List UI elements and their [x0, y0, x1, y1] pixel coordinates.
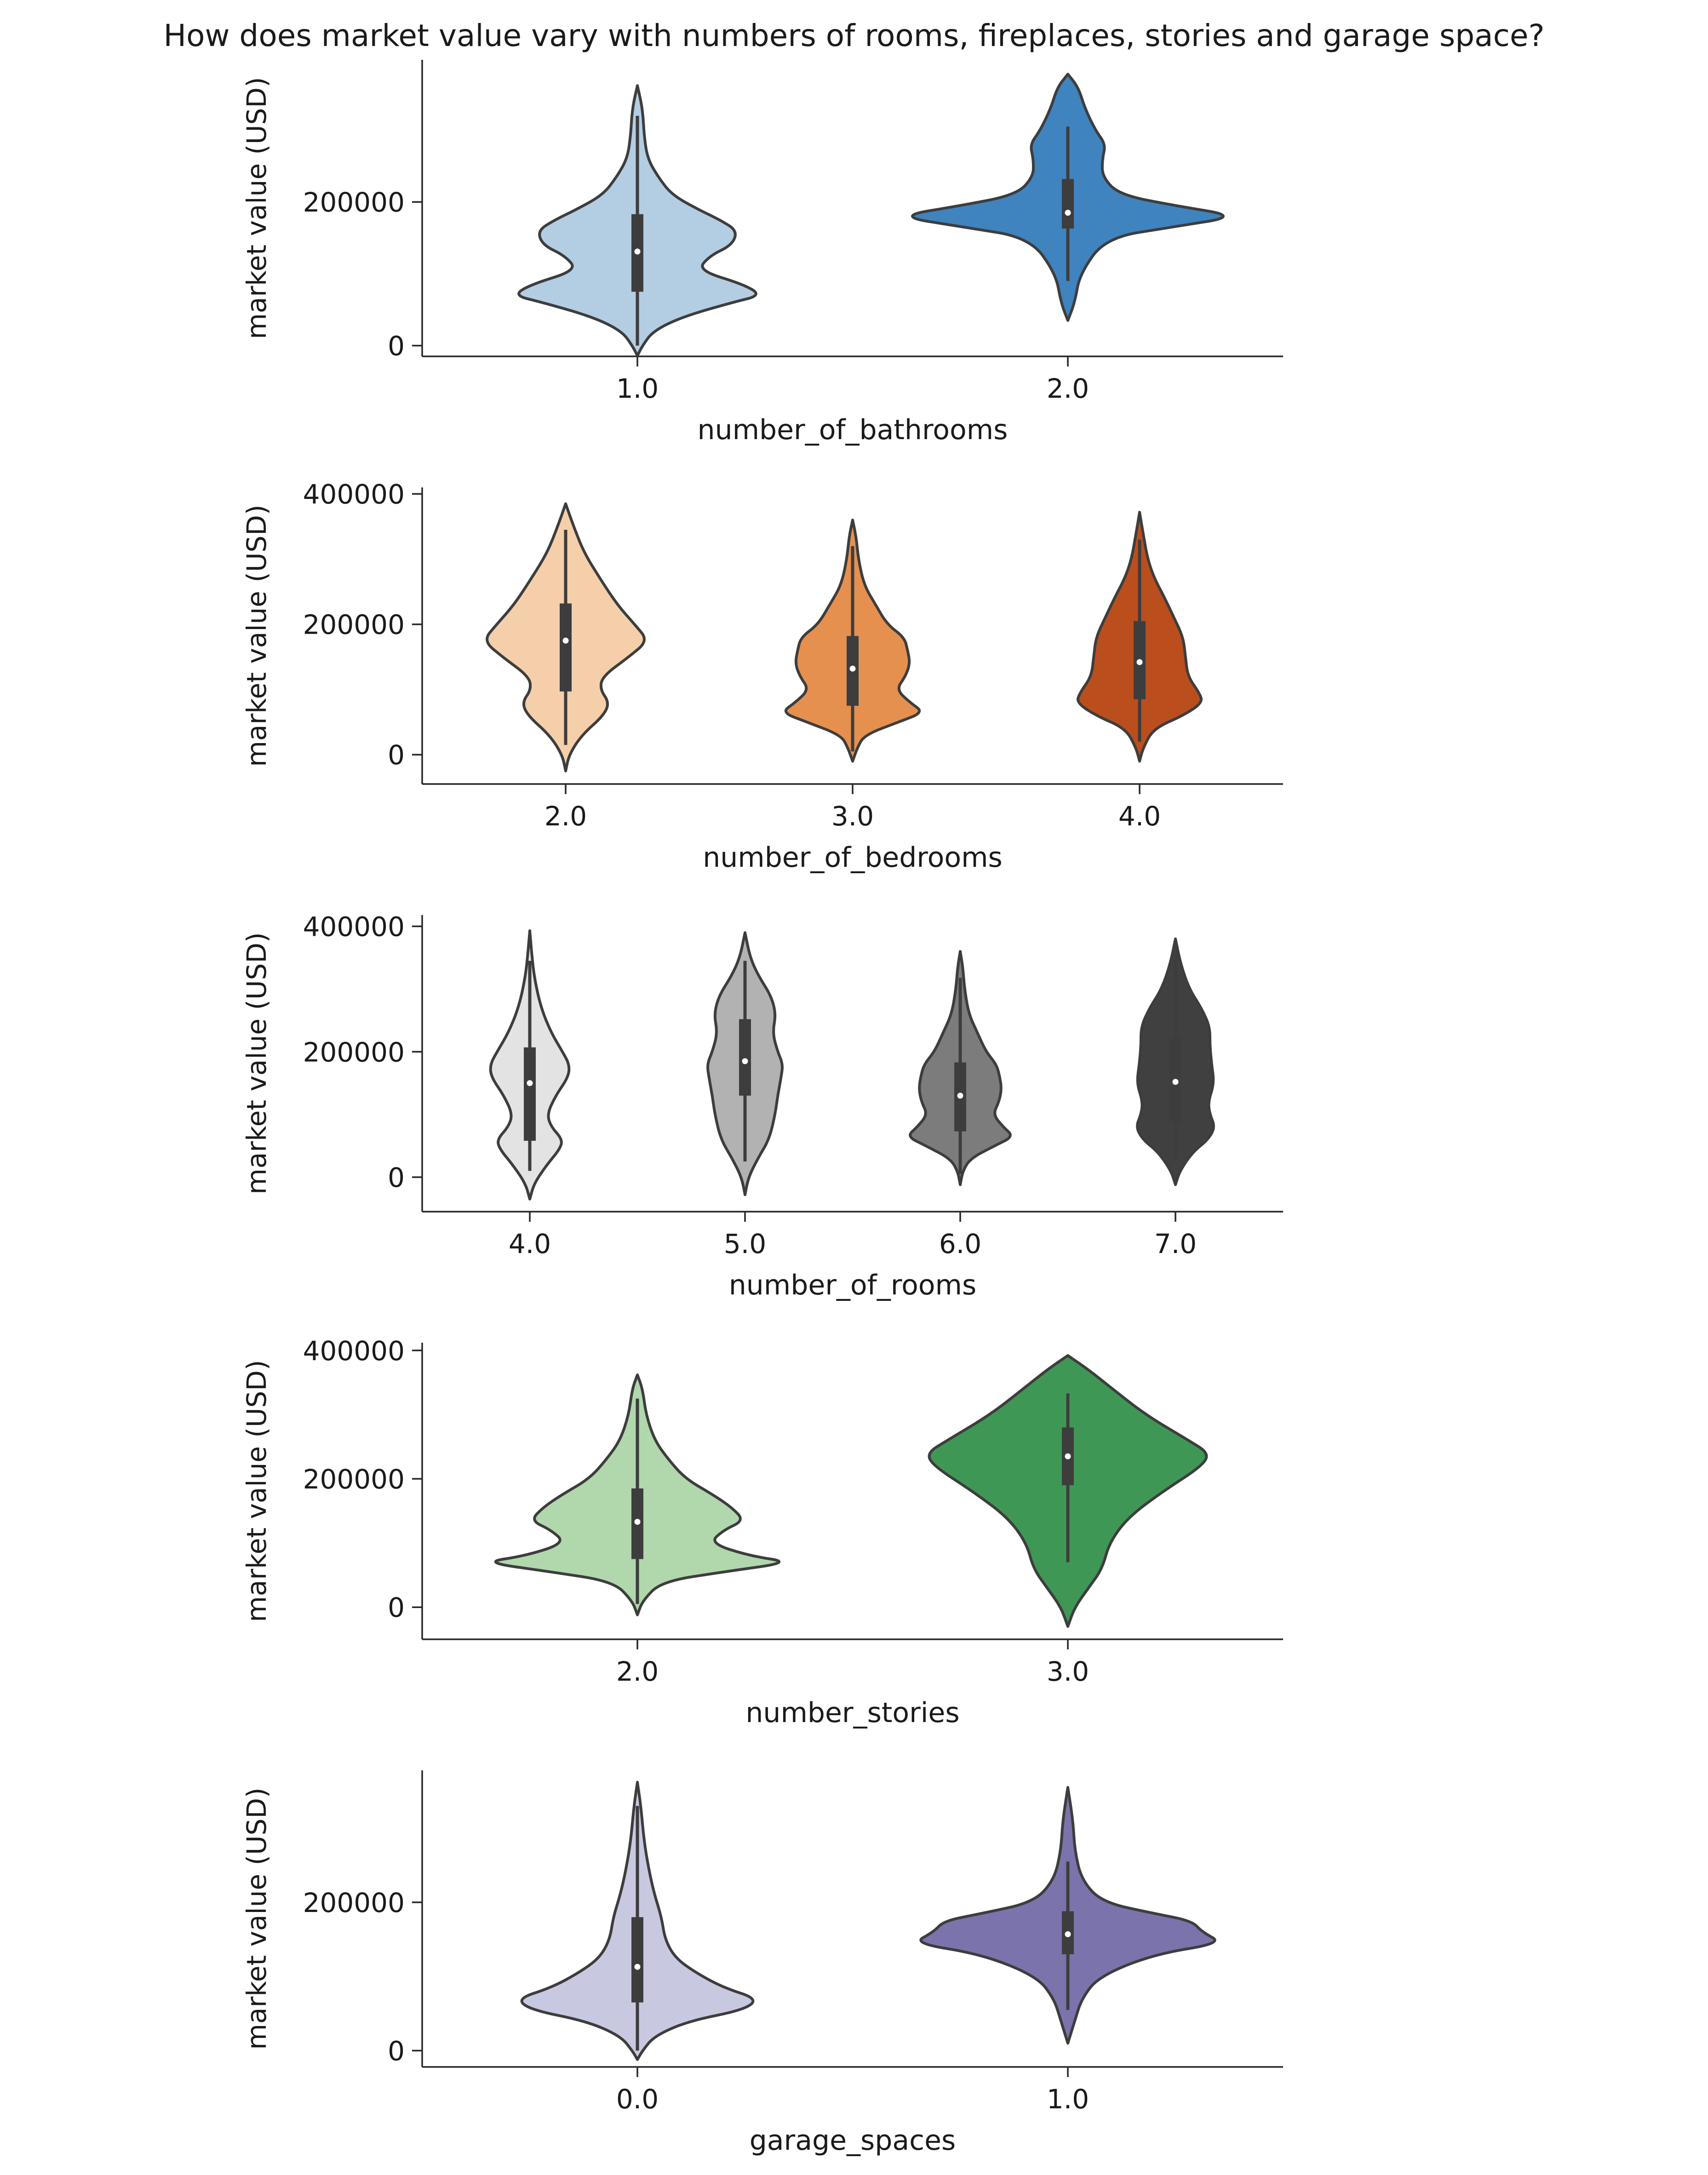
violin-0.0: [520, 1780, 755, 2061]
x-tick-label: 2.0: [1047, 373, 1089, 404]
figure-title: How does market value vary with numbers …: [163, 18, 1544, 53]
y-tick-label: 200000: [303, 187, 405, 218]
violin-median-marker: [742, 1058, 748, 1065]
x-axis-label: number_stories: [745, 1697, 959, 1729]
violin-median-marker: [1065, 1931, 1071, 1937]
violin-median-marker: [634, 1519, 641, 1525]
violin-median-marker: [634, 248, 641, 255]
violin-median-marker: [957, 1093, 963, 1099]
x-tick-label: 1.0: [616, 373, 659, 404]
violin-median-marker: [1172, 1079, 1179, 1085]
x-tick-label: 4.0: [1118, 801, 1161, 832]
y-axis-label: market value (USD): [241, 77, 272, 339]
violin-4.0: [1076, 510, 1203, 763]
violin-2.0: [486, 502, 646, 773]
x-axis-label: number_of_bathrooms: [698, 414, 1008, 446]
violin-7.0: [1136, 937, 1215, 1186]
y-axis-label: market value (USD): [241, 932, 272, 1194]
x-tick-label: 2.0: [544, 801, 587, 832]
y-tick-label: 0: [388, 739, 405, 771]
y-tick-label: 0: [388, 2036, 405, 2067]
violin-2.0: [911, 73, 1225, 322]
violin-2.0: [494, 1373, 781, 1616]
violin-median-marker: [849, 665, 856, 672]
x-tick-label: 2.0: [616, 1656, 659, 1687]
y-tick-label: 400000: [303, 1335, 405, 1367]
violin-panel-2: 0 200000 400000 market value (USD) 2.0 3.0 4.0…: [241, 479, 1283, 874]
y-axis-label: market value (USD): [241, 1787, 272, 2049]
x-axis-label: number_of_bedrooms: [703, 841, 1003, 874]
x-axis-label: garage_spaces: [750, 2124, 956, 2157]
y-tick-label: 200000: [303, 1036, 405, 1068]
x-axis-label: number_of_rooms: [729, 1269, 976, 1301]
violin-median-marker: [1065, 210, 1071, 216]
x-tick-label: 7.0: [1154, 1228, 1197, 1259]
violin-3.0: [784, 518, 921, 763]
violin-1.0: [517, 84, 757, 357]
y-axis-label: market value (USD): [241, 1360, 272, 1622]
x-tick-label: 3.0: [831, 801, 874, 832]
x-tick-label: 0.0: [616, 2083, 659, 2115]
x-tick-label: 1.0: [1047, 2083, 1089, 2115]
x-tick-label: 5.0: [724, 1228, 766, 1259]
x-tick-label: 3.0: [1047, 1656, 1089, 1687]
y-tick-label: 200000: [303, 1887, 405, 1918]
violin-4.0: [489, 929, 571, 1201]
violin-iqr-box: [1062, 179, 1074, 229]
violin-iqr-box: [524, 1047, 536, 1141]
violin-iqr-box: [560, 603, 572, 692]
violin-5.0: [706, 931, 784, 1196]
violin-panel-4: 0 200000 400000 market value (USD) 2.0 3.0 num…: [241, 1335, 1283, 1729]
y-tick-label: 400000: [303, 911, 405, 943]
violin-median-marker: [1136, 659, 1143, 665]
violin-panel-1: 0 200000 market value (USD) 1.0 2.0 number_of…: [241, 60, 1283, 446]
violin-iqr-box: [739, 1019, 751, 1096]
y-axis-label: market value (USD): [241, 504, 272, 767]
violin-median-marker: [562, 637, 569, 644]
y-tick-label: 200000: [303, 1464, 405, 1495]
violin-iqr-box: [631, 1917, 643, 2003]
y-tick-label: 0: [388, 1162, 405, 1193]
violin-panels: 0 200000 market value (USD) 1.0 2.0 number_of…: [241, 60, 1283, 2157]
y-tick-label: 200000: [303, 609, 405, 641]
x-tick-label: 4.0: [509, 1228, 551, 1259]
violin-median-marker: [634, 1963, 641, 1970]
violin-6.0: [909, 950, 1012, 1186]
violin-3.0: [928, 1354, 1208, 1628]
y-tick-label: 0: [388, 1592, 405, 1623]
violin-median-marker: [1065, 1453, 1071, 1460]
violin-1.0: [919, 1786, 1216, 2045]
y-tick-label: 0: [388, 331, 405, 362]
y-tick-label: 400000: [303, 479, 405, 510]
violin-median-marker: [527, 1080, 533, 1086]
violin-panel-3: 0 200000 400000 market value (USD) 4.0 5.0 6.0…: [241, 911, 1283, 1301]
violin-panel-5: 0 200000 market value (USD) 0.0 1.0 garage_sp…: [241, 1770, 1283, 2157]
x-tick-label: 6.0: [939, 1228, 981, 1259]
